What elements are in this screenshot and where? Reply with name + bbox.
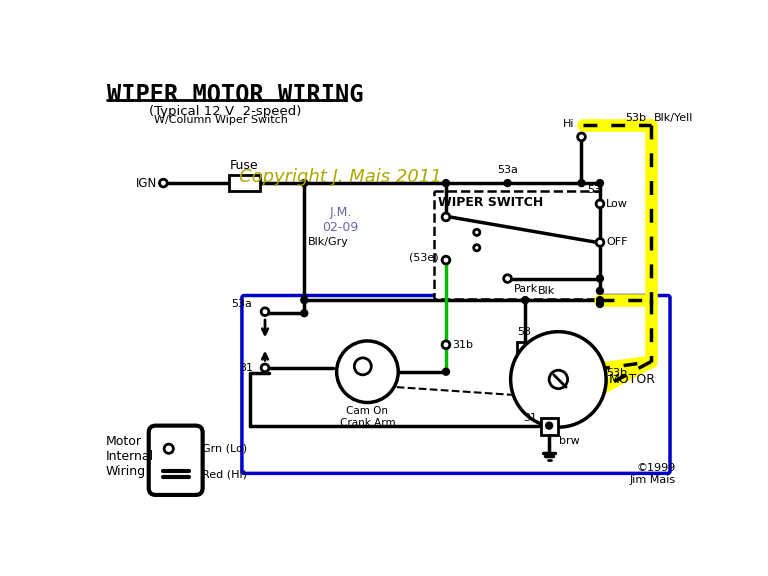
Circle shape (301, 180, 308, 187)
Circle shape (164, 444, 174, 453)
Text: brw: brw (559, 435, 580, 446)
Circle shape (511, 332, 606, 427)
Circle shape (597, 297, 604, 304)
Circle shape (597, 180, 604, 187)
Bar (517, 343, 534, 359)
Circle shape (336, 341, 399, 403)
Text: Fuse: Fuse (230, 158, 259, 172)
Circle shape (301, 297, 308, 304)
Text: Cam On
Crank Arm: Cam On Crank Arm (339, 407, 396, 428)
Text: (Typical 12 V  2-speed): (Typical 12 V 2-speed) (149, 104, 301, 118)
Text: 31: 31 (240, 363, 253, 373)
Circle shape (261, 308, 269, 316)
Text: 53b: 53b (625, 113, 646, 123)
Text: ©1999
Jim Mais: ©1999 Jim Mais (629, 463, 675, 485)
FancyBboxPatch shape (149, 426, 203, 495)
Text: Hi: Hi (563, 119, 574, 129)
Circle shape (442, 368, 449, 375)
Text: Low: Low (606, 199, 628, 209)
FancyBboxPatch shape (242, 295, 670, 473)
Text: 53: 53 (587, 185, 601, 195)
Circle shape (596, 200, 604, 208)
Bar (229, 175, 260, 191)
Text: IGN: IGN (136, 177, 157, 190)
Text: Motor
Internal
Wiring: Motor Internal Wiring (106, 435, 154, 478)
Circle shape (442, 180, 449, 187)
Circle shape (578, 133, 585, 141)
Text: 31: 31 (523, 413, 537, 423)
Text: Park: Park (514, 284, 538, 294)
Text: Blk/Gry: Blk/Gry (308, 237, 349, 247)
Bar (435, 191, 600, 298)
Text: Grn (Lo): Grn (Lo) (202, 444, 247, 454)
Circle shape (474, 245, 480, 251)
Text: 53a: 53a (231, 300, 252, 309)
Circle shape (474, 229, 480, 236)
Bar (588, 369, 604, 386)
Text: 53b: 53b (606, 368, 627, 378)
Text: Red (Hi): Red (Hi) (202, 469, 247, 479)
Circle shape (521, 297, 528, 304)
Circle shape (546, 422, 553, 429)
Circle shape (578, 180, 585, 187)
Circle shape (549, 370, 568, 389)
Text: (53e): (53e) (409, 253, 439, 263)
Circle shape (442, 341, 450, 348)
Circle shape (596, 238, 604, 246)
Bar (541, 418, 558, 435)
Circle shape (354, 358, 371, 375)
Text: W/Column Wiper Switch: W/Column Wiper Switch (154, 115, 288, 126)
Text: Blk: Blk (538, 286, 554, 295)
Circle shape (261, 364, 269, 372)
Text: Copyright J. Mais 2011: Copyright J. Mais 2011 (239, 168, 442, 185)
Circle shape (301, 310, 308, 317)
Circle shape (442, 256, 450, 264)
Text: 53: 53 (517, 327, 531, 337)
Circle shape (504, 275, 511, 282)
Circle shape (597, 301, 604, 308)
Circle shape (597, 275, 604, 282)
Text: MOTOR: MOTOR (608, 373, 655, 386)
Text: 31b: 31b (452, 340, 473, 350)
Circle shape (160, 179, 167, 187)
Text: Blk/Yell: Blk/Yell (654, 113, 694, 123)
Circle shape (597, 287, 604, 294)
Circle shape (442, 213, 450, 221)
Text: OFF: OFF (606, 237, 627, 247)
Text: WIPER SWITCH: WIPER SWITCH (438, 196, 543, 209)
Text: 53a: 53a (497, 165, 518, 175)
Text: J.M.
02-09: J.M. 02-09 (323, 206, 359, 234)
Text: WIPER MOTOR WIRING: WIPER MOTOR WIRING (108, 83, 364, 107)
Circle shape (504, 180, 511, 187)
